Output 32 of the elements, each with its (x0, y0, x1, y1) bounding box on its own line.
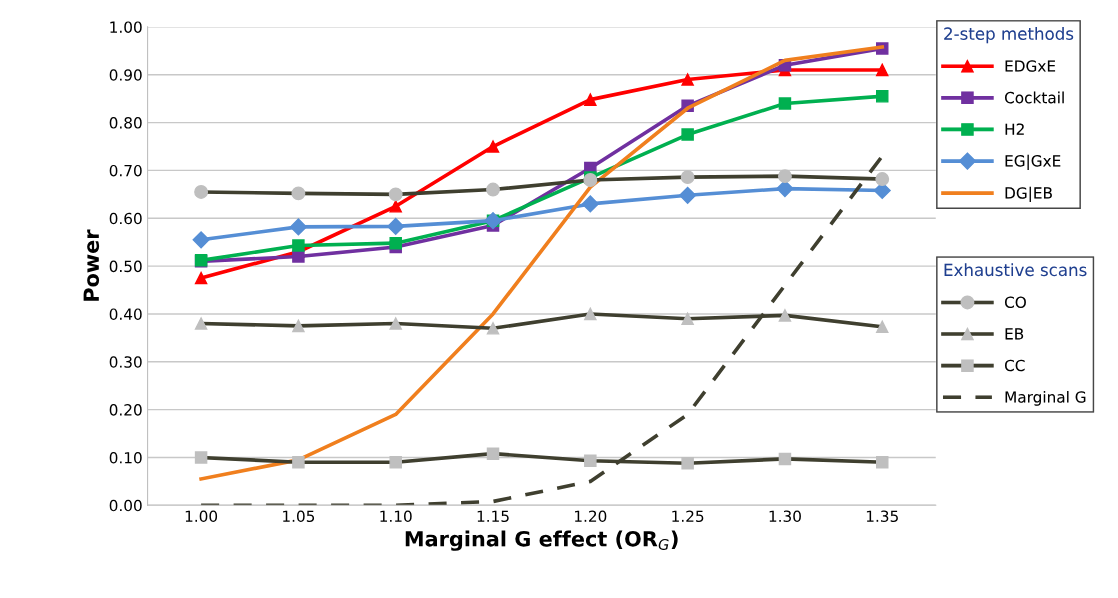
y-axis-title: Power (83, 229, 100, 301)
y-tick-label: 0.80 (109, 117, 142, 129)
x-tick-label: 1.25 (672, 510, 704, 522)
legend-label: EB (1005, 328, 1024, 340)
y-tick-label: 0.50 (109, 260, 142, 273)
x-tick-label: 1.30 (769, 510, 801, 522)
y-tick-label: 0.20 (109, 404, 142, 416)
y-tick-label: 0.10 (109, 451, 142, 464)
y-tick-label: 0.60 (109, 212, 142, 225)
legend-label: CC (1004, 359, 1025, 372)
y-tick-label: 0.30 (109, 356, 142, 368)
y-tick-label: 0.90 (109, 69, 142, 81)
x-tick-label: 1.15 (477, 510, 509, 522)
legend-label: DG|EB (1005, 186, 1052, 203)
y-tick-label: 0.70 (109, 164, 142, 177)
legend-label: CO (1004, 296, 1026, 309)
x-axis-title: Marginal G effect (OR$_{G}$) (405, 530, 678, 551)
x-tick-label: 1.05 (283, 510, 315, 522)
x-tick-label: 1.10 (380, 510, 412, 522)
y-tick-label: 1.00 (110, 21, 142, 33)
legend-label: EDGxE (1005, 60, 1056, 72)
x-tick-label: 1.20 (574, 510, 607, 522)
legend-label: H2 (1005, 123, 1024, 135)
legend-label: EG|GxE (1005, 154, 1061, 171)
y-tick-label: 0.00 (109, 499, 142, 512)
legend-label: Cocktail (1004, 91, 1064, 104)
x-tick-label: 1.00 (185, 510, 218, 522)
text: Exhaustive scans (944, 263, 1087, 277)
legend-label: Marginal G (1005, 390, 1086, 406)
text: 2-step methods (944, 27, 1074, 44)
x-tick-label: 1.35 (866, 510, 898, 522)
y-tick-label: 0.40 (109, 308, 142, 320)
